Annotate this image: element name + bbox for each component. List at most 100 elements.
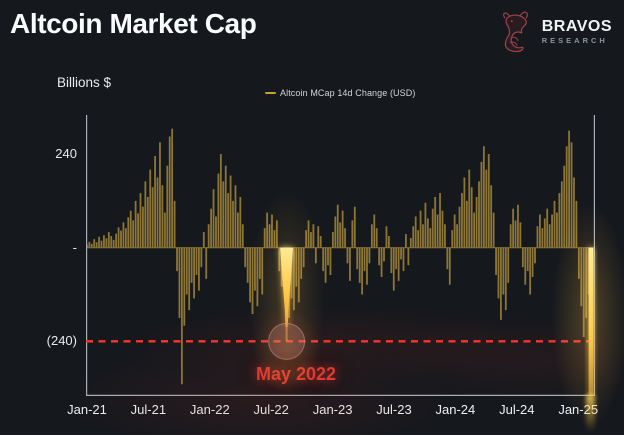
bar <box>582 247 585 338</box>
bar <box>570 142 573 248</box>
bar <box>431 208 434 248</box>
bar <box>378 247 381 266</box>
bar <box>480 161 483 248</box>
bar <box>514 220 517 248</box>
bar <box>232 200 234 248</box>
bar <box>183 247 186 326</box>
bar <box>509 224 512 248</box>
legend-label: Altcoin MCap 14d Change (USD) <box>280 88 416 98</box>
bar <box>339 222 342 248</box>
bar <box>312 224 315 248</box>
bar <box>207 224 210 248</box>
bar <box>124 228 127 248</box>
bar <box>526 247 529 272</box>
legend-line-swatch <box>265 91 276 95</box>
bar <box>461 193 463 248</box>
bar <box>327 247 329 266</box>
bar <box>422 224 424 248</box>
x-tick-label: Jul-21 <box>130 402 167 417</box>
bar <box>512 208 514 248</box>
bar <box>463 177 466 248</box>
x-tick-label: Jan-22 <box>189 402 230 417</box>
bar <box>446 247 449 270</box>
bar <box>314 247 317 264</box>
bar <box>482 146 485 248</box>
bar <box>256 247 259 307</box>
bar <box>380 247 383 277</box>
bar <box>417 230 420 248</box>
bar <box>573 177 575 248</box>
bar <box>563 165 566 248</box>
bar <box>193 247 195 299</box>
bar <box>358 247 361 283</box>
bar <box>254 247 256 291</box>
bar <box>487 154 490 248</box>
bar <box>149 169 152 248</box>
bar <box>349 247 351 281</box>
bar <box>241 224 244 248</box>
bar <box>475 196 478 248</box>
bar <box>500 247 502 320</box>
bar <box>251 247 254 315</box>
bar <box>319 235 322 248</box>
plot-canvas <box>86 115 595 396</box>
bar <box>387 235 390 248</box>
bar <box>154 155 156 248</box>
bar <box>565 146 568 248</box>
bar <box>504 247 507 311</box>
bar <box>173 200 176 248</box>
y-tick-label: - <box>72 239 77 255</box>
bar <box>414 216 417 248</box>
bar <box>117 227 120 248</box>
may-2022-marker-circle <box>268 322 306 360</box>
bar <box>261 247 264 295</box>
bar <box>198 247 200 291</box>
bar <box>244 247 247 268</box>
axis-frame <box>86 115 595 396</box>
logo-subtitle: RESEARCH <box>541 36 608 46</box>
x-tick-label: Jan-21 <box>67 402 107 417</box>
bar <box>329 247 332 276</box>
bar <box>161 185 164 248</box>
bar <box>529 247 532 295</box>
x-tick-label: Jan-23 <box>312 402 353 417</box>
bar <box>536 226 539 248</box>
bar <box>246 247 249 283</box>
bar <box>383 247 385 262</box>
bar <box>134 200 137 248</box>
bar <box>88 241 91 248</box>
bar <box>105 238 108 248</box>
bar <box>268 224 271 248</box>
bar <box>146 196 149 248</box>
bar <box>556 212 558 248</box>
bar <box>546 208 549 248</box>
bar <box>202 232 205 248</box>
bar <box>531 247 534 277</box>
bar <box>492 212 495 248</box>
bar <box>434 196 437 248</box>
bar <box>166 165 169 248</box>
bar <box>275 220 278 248</box>
bar <box>344 228 346 248</box>
bar <box>219 154 222 248</box>
bar <box>558 193 561 248</box>
bar <box>392 247 395 291</box>
bar <box>205 247 208 279</box>
bar <box>478 181 480 248</box>
bar <box>190 247 193 283</box>
bar <box>405 234 407 248</box>
bar <box>370 224 373 248</box>
bar <box>258 247 261 279</box>
bar <box>575 200 578 248</box>
bar <box>307 220 310 248</box>
x-tick-label: Jul-23 <box>376 402 412 417</box>
bar <box>375 228 378 248</box>
bar <box>407 247 410 266</box>
bar <box>363 247 366 272</box>
bar <box>441 210 444 248</box>
bar <box>436 214 439 248</box>
bar <box>341 210 344 248</box>
bar <box>551 214 553 248</box>
bar <box>468 169 471 248</box>
